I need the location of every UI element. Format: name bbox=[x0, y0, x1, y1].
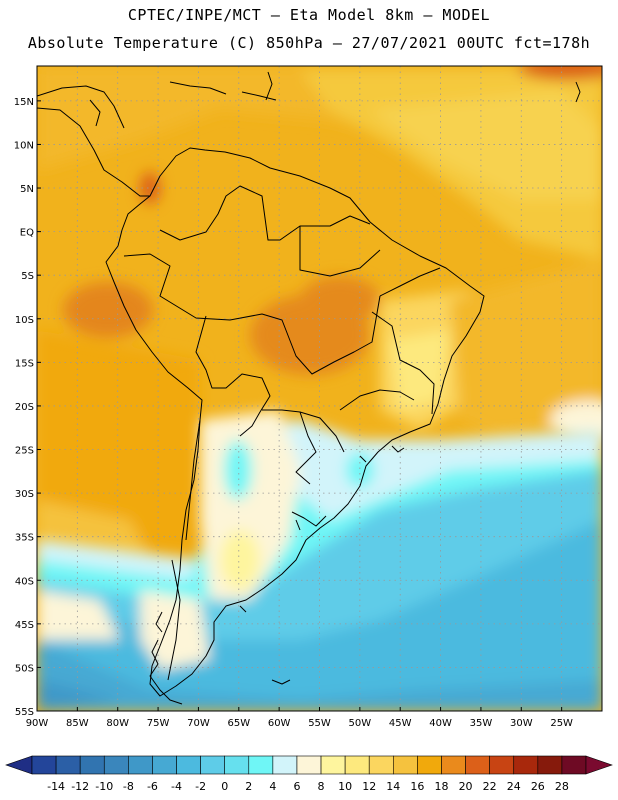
lon-label: 25W bbox=[550, 718, 573, 729]
colorbar-label: 18 bbox=[434, 780, 448, 793]
lon-label: 80W bbox=[106, 718, 129, 729]
colorbar-swatch bbox=[79, 755, 105, 775]
lon-label: 35W bbox=[470, 718, 493, 729]
lat-label: 25S bbox=[15, 446, 34, 457]
colorbar-swatch bbox=[320, 755, 346, 775]
temperature-map: 15N 10N 5N EQ 5S 10S 15S 20S 25S 30S 35S 40S 45S 50S 5… bbox=[14, 65, 603, 729]
coastline-borders bbox=[37, 71, 581, 705]
colorbar-label: 6 bbox=[293, 780, 300, 793]
colorbar-swatch bbox=[344, 755, 370, 775]
colorbar-swatch bbox=[176, 755, 201, 775]
colorbar-label: 20 bbox=[459, 780, 473, 793]
colorbar-swatch bbox=[537, 755, 563, 775]
colorbar-label: -2 bbox=[195, 780, 206, 793]
colorbar-label: 12 bbox=[362, 780, 376, 793]
latitude-labels: 15N 10N 5N EQ 5S 10S 15S 20S 25S 30S 35S 40S 45S 50S 5… bbox=[14, 97, 41, 718]
lon-label: 75W bbox=[147, 718, 170, 729]
colorbar-label: 28 bbox=[555, 780, 569, 793]
colorbar-label: 14 bbox=[386, 780, 400, 793]
lon-label: 60W bbox=[268, 718, 291, 729]
lat-label: 10N bbox=[14, 140, 34, 151]
colorbar-label: -12 bbox=[71, 780, 89, 793]
colorbar-swatch bbox=[465, 755, 490, 775]
colorbar-label: -4 bbox=[171, 780, 182, 793]
lon-label: 55W bbox=[308, 718, 331, 729]
colorbar-swatch bbox=[55, 755, 81, 775]
lat-label: 45S bbox=[15, 620, 34, 631]
lon-label: 40W bbox=[429, 718, 452, 729]
colorbar-label: 24 bbox=[507, 780, 521, 793]
colorbar-swatch bbox=[224, 755, 250, 775]
lat-label: 5N bbox=[20, 184, 34, 195]
lon-label: 90W bbox=[26, 718, 49, 729]
map-title-line1: CPTEC/INPE/MCT – Eta Model 8km – MODEL bbox=[127, 6, 491, 24]
colorbar-swatch bbox=[296, 755, 322, 775]
colorbar-label: 4 bbox=[269, 780, 276, 793]
lat-label: 35S bbox=[15, 533, 34, 544]
colorbar-label: 2 bbox=[245, 780, 252, 793]
colorbar-labels: -14 -12 -10 -8 -6 -4 -2 0 2 4 6 8 10 12 14 16 18 20 22 24 26… bbox=[47, 780, 569, 793]
lon-label: 45W bbox=[389, 718, 412, 729]
colorbar-swatches bbox=[5, 755, 613, 775]
colorbar-swatch bbox=[561, 755, 587, 775]
lat-label: 5S bbox=[21, 271, 34, 282]
colorbar-under-arrow bbox=[5, 755, 33, 775]
colorbar: -14 -12 -10 -8 -6 -4 -2 0 2 4 6 8 10 12 14 16 18 20 22 24 26… bbox=[5, 755, 613, 793]
colorbar-label: 22 bbox=[483, 780, 497, 793]
lon-label: 70W bbox=[187, 718, 210, 729]
lat-label: 50S bbox=[15, 663, 34, 674]
colorbar-swatch bbox=[393, 755, 418, 775]
colorbar-swatch bbox=[417, 755, 442, 775]
lat-label: 10S bbox=[15, 315, 34, 326]
map-title-line2: Absolute Temperature (C) 850hPa – 27/07/… bbox=[27, 34, 591, 52]
lat-lon-grid bbox=[37, 66, 602, 711]
colorbar-swatch bbox=[200, 755, 225, 775]
temperature-field bbox=[37, 66, 602, 711]
colorbar-label: -14 bbox=[47, 780, 65, 793]
colorbar-label: 16 bbox=[410, 780, 424, 793]
colorbar-swatch bbox=[441, 755, 466, 775]
lat-label: 20S bbox=[15, 402, 34, 413]
lat-label: 55S bbox=[15, 707, 34, 718]
colorbar-swatch bbox=[489, 755, 515, 775]
lat-label: 40S bbox=[15, 576, 34, 587]
colorbar-label: -8 bbox=[123, 780, 134, 793]
colorbar-over-arrow bbox=[585, 755, 613, 775]
lat-label: 15N bbox=[14, 97, 34, 108]
colorbar-swatch bbox=[103, 755, 129, 775]
colorbar-swatch bbox=[248, 755, 274, 775]
colorbar-swatch bbox=[128, 755, 153, 775]
colorbar-label: -6 bbox=[147, 780, 158, 793]
lon-label: 65W bbox=[227, 718, 250, 729]
lon-label: 85W bbox=[66, 718, 89, 729]
colorbar-swatch bbox=[31, 755, 57, 775]
colorbar-swatch bbox=[152, 755, 177, 775]
colorbar-label: 0 bbox=[221, 780, 228, 793]
colorbar-label: -10 bbox=[95, 780, 113, 793]
colorbar-label: 10 bbox=[338, 780, 352, 793]
longitude-labels: 90W 85W 80W 75W 70W 65W 60W 55W 50W 45W 40W 35W 30W 2… bbox=[26, 707, 573, 729]
colorbar-swatch bbox=[272, 755, 298, 775]
lat-label: 30S bbox=[15, 489, 34, 500]
lon-label: 50W bbox=[349, 718, 372, 729]
colorbar-swatch bbox=[513, 755, 539, 775]
colorbar-swatch bbox=[368, 755, 394, 775]
lat-label: EQ bbox=[20, 228, 34, 239]
colorbar-label: 8 bbox=[318, 780, 325, 793]
lon-label: 30W bbox=[510, 718, 533, 729]
lat-label: 15S bbox=[15, 358, 34, 369]
colorbar-label: 26 bbox=[531, 780, 545, 793]
